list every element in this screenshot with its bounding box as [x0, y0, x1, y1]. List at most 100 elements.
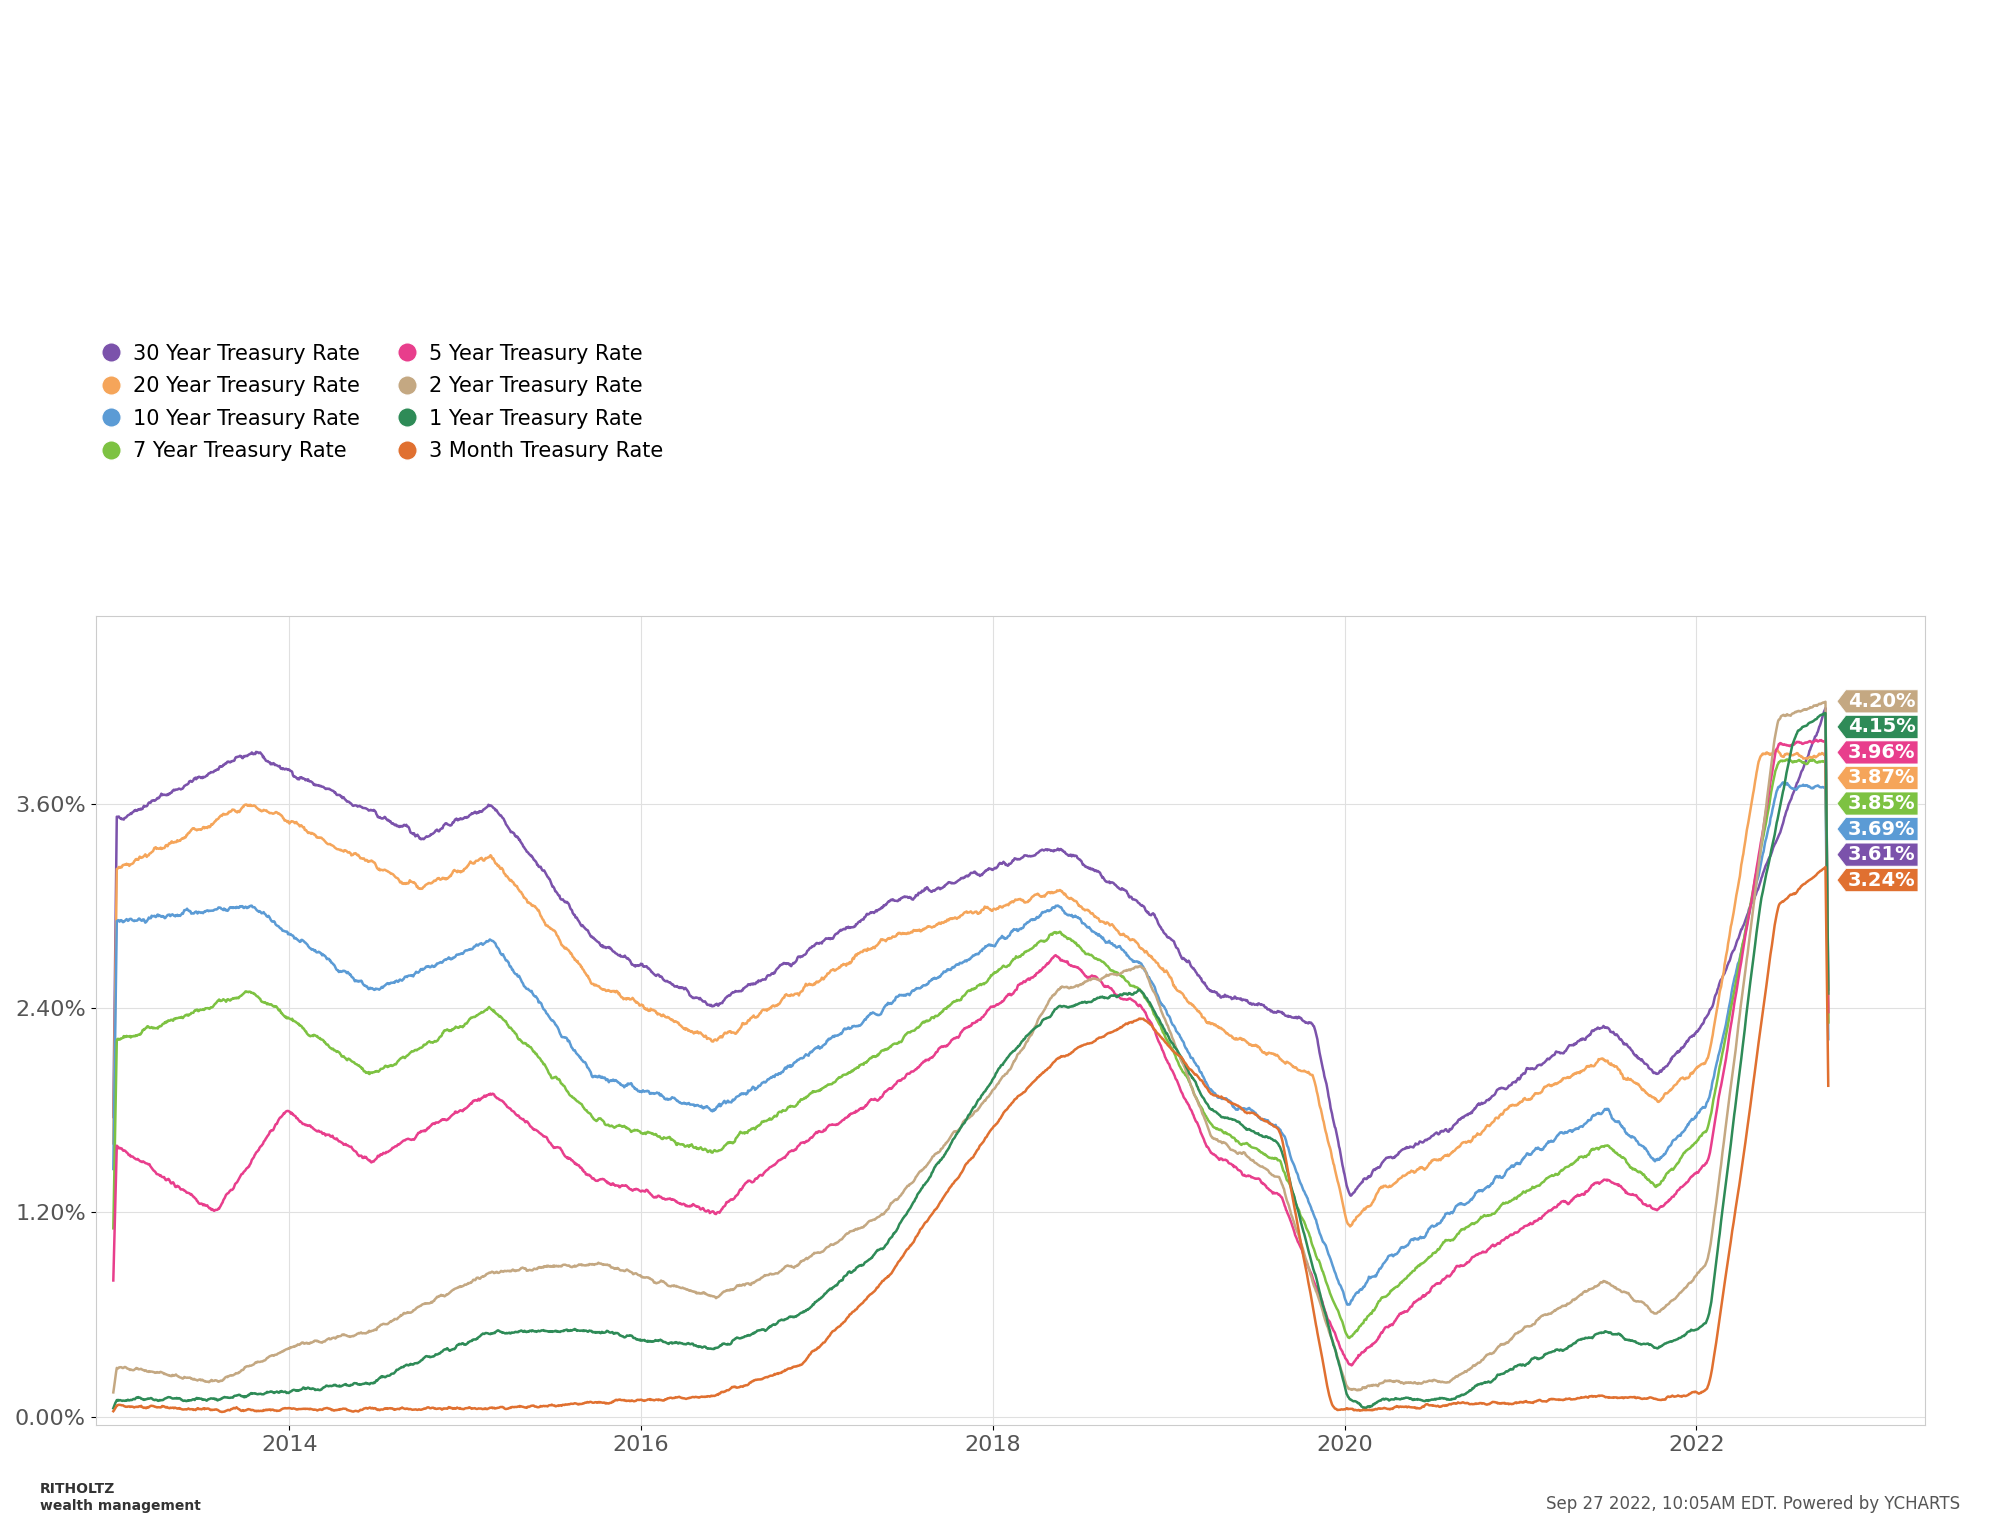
1 Year Treasury Rate: [1354, 1399, 1378, 1418]
2 Year Treasury Rate: [1816, 978, 1840, 997]
7 Year Treasury Rate: [1456, 1217, 1480, 1236]
30 Year Treasury Rate: [1418, 1130, 1442, 1148]
2 Year Treasury Rate: [1582, 1278, 1606, 1297]
3 Month Treasury Rate: [1816, 1076, 1840, 1095]
Polygon shape: [1838, 818, 1918, 841]
1 Year Treasury Rate: [396, 1356, 420, 1375]
2 Year Treasury Rate: [528, 1258, 552, 1277]
20 Year Treasury Rate: [528, 906, 552, 925]
3 Month Treasury Rate: [102, 1402, 126, 1421]
20 Year Treasury Rate: [1456, 1131, 1480, 1150]
1 Year Treasury Rate: [1814, 704, 1838, 723]
7 Year Treasury Rate: [1418, 1248, 1442, 1266]
3 Month Treasury Rate: [398, 1399, 422, 1418]
3 Month Treasury Rate: [1814, 857, 1838, 876]
Polygon shape: [1838, 868, 1918, 891]
Polygon shape: [1838, 741, 1918, 764]
3 Month Treasury Rate: [530, 1398, 554, 1416]
5 Year Treasury Rate: [396, 1130, 420, 1148]
Line: 3 Month Treasury Rate: 3 Month Treasury Rate: [114, 867, 1828, 1412]
1 Year Treasury Rate: [1582, 1326, 1606, 1344]
7 Year Treasury Rate: [396, 1046, 420, 1064]
3 Month Treasury Rate: [1418, 1396, 1442, 1415]
20 Year Treasury Rate: [396, 874, 420, 893]
30 Year Treasury Rate: [102, 1108, 126, 1127]
1 Year Treasury Rate: [1606, 1324, 1630, 1343]
1 Year Treasury Rate: [102, 1399, 126, 1418]
Text: Sep 27 2022, 10:05AM EDT. Powered by YCHARTS: Sep 27 2022, 10:05AM EDT. Powered by YCH…: [1546, 1494, 1960, 1513]
Polygon shape: [1838, 690, 1918, 713]
7 Year Treasury Rate: [102, 1219, 126, 1237]
Line: 2 Year Treasury Rate: 2 Year Treasury Rate: [114, 701, 1828, 1392]
20 Year Treasury Rate: [1766, 741, 1790, 759]
30 Year Treasury Rate: [528, 857, 552, 876]
30 Year Treasury Rate: [1338, 1187, 1362, 1205]
10 Year Treasury Rate: [396, 966, 420, 984]
1 Year Treasury Rate: [528, 1321, 552, 1340]
20 Year Treasury Rate: [1816, 1012, 1840, 1030]
Text: 3.61%: 3.61%: [1848, 845, 1916, 863]
7 Year Treasury Rate: [1606, 1147, 1630, 1165]
5 Year Treasury Rate: [1816, 1003, 1840, 1021]
Line: 5 Year Treasury Rate: 5 Year Treasury Rate: [114, 739, 1828, 1366]
Text: 3.87%: 3.87%: [1848, 769, 1916, 787]
Line: 20 Year Treasury Rate: 20 Year Treasury Rate: [114, 750, 1828, 1226]
10 Year Treasury Rate: [1816, 1030, 1840, 1049]
7 Year Treasury Rate: [1776, 750, 1800, 769]
5 Year Treasury Rate: [102, 1271, 126, 1289]
Line: 1 Year Treasury Rate: 1 Year Treasury Rate: [114, 713, 1828, 1409]
Text: 3.24%: 3.24%: [1848, 871, 1916, 890]
30 Year Treasury Rate: [1816, 980, 1840, 998]
Line: 7 Year Treasury Rate: 7 Year Treasury Rate: [114, 759, 1828, 1338]
Text: 4.15%: 4.15%: [1848, 718, 1916, 736]
20 Year Treasury Rate: [1582, 1056, 1606, 1075]
10 Year Treasury Rate: [1456, 1193, 1480, 1211]
3 Month Treasury Rate: [1582, 1387, 1606, 1405]
Line: 10 Year Treasury Rate: 10 Year Treasury Rate: [114, 782, 1828, 1304]
Text: 3.96%: 3.96%: [1848, 743, 1916, 762]
Text: 3.85%: 3.85%: [1848, 795, 1916, 813]
10 Year Treasury Rate: [528, 994, 552, 1012]
3 Month Treasury Rate: [1456, 1395, 1480, 1413]
10 Year Treasury Rate: [1336, 1295, 1360, 1314]
Polygon shape: [1838, 844, 1918, 867]
2 Year Treasury Rate: [1606, 1280, 1630, 1298]
5 Year Treasury Rate: [1606, 1176, 1630, 1194]
7 Year Treasury Rate: [1816, 1014, 1840, 1032]
Polygon shape: [1838, 715, 1918, 738]
Polygon shape: [1838, 792, 1918, 814]
2 Year Treasury Rate: [1814, 692, 1838, 710]
1 Year Treasury Rate: [1418, 1392, 1442, 1410]
1 Year Treasury Rate: [1816, 984, 1840, 1003]
Text: 4.20%: 4.20%: [1848, 692, 1916, 710]
30 Year Treasury Rate: [1456, 1104, 1480, 1122]
30 Year Treasury Rate: [1814, 698, 1838, 717]
10 Year Treasury Rate: [102, 1160, 126, 1179]
5 Year Treasury Rate: [1456, 1254, 1480, 1272]
20 Year Treasury Rate: [1338, 1217, 1362, 1236]
5 Year Treasury Rate: [528, 1124, 552, 1142]
20 Year Treasury Rate: [1418, 1154, 1442, 1173]
Polygon shape: [1838, 767, 1918, 790]
7 Year Treasury Rate: [1582, 1141, 1606, 1159]
2 Year Treasury Rate: [102, 1382, 126, 1401]
10 Year Treasury Rate: [1582, 1107, 1606, 1125]
10 Year Treasury Rate: [1772, 773, 1796, 792]
Text: RITHOLTZ
wealth management: RITHOLTZ wealth management: [40, 1482, 200, 1513]
3 Month Treasury Rate: [210, 1402, 234, 1421]
5 Year Treasury Rate: [1804, 730, 1828, 749]
7 Year Treasury Rate: [528, 1050, 552, 1069]
30 Year Treasury Rate: [1582, 1021, 1606, 1040]
20 Year Treasury Rate: [1606, 1059, 1630, 1078]
Line: 30 Year Treasury Rate: 30 Year Treasury Rate: [114, 707, 1828, 1196]
5 Year Treasury Rate: [1418, 1283, 1442, 1301]
30 Year Treasury Rate: [1606, 1029, 1630, 1047]
2 Year Treasury Rate: [396, 1303, 420, 1321]
Text: 3.69%: 3.69%: [1848, 819, 1916, 839]
10 Year Treasury Rate: [1606, 1112, 1630, 1130]
2 Year Treasury Rate: [1456, 1361, 1480, 1379]
Legend: 30 Year Treasury Rate, 20 Year Treasury Rate, 10 Year Treasury Rate, 7 Year Trea: 30 Year Treasury Rate, 20 Year Treasury …: [106, 343, 664, 461]
20 Year Treasury Rate: [102, 1134, 126, 1153]
1 Year Treasury Rate: [1456, 1382, 1480, 1401]
30 Year Treasury Rate: [396, 818, 420, 836]
